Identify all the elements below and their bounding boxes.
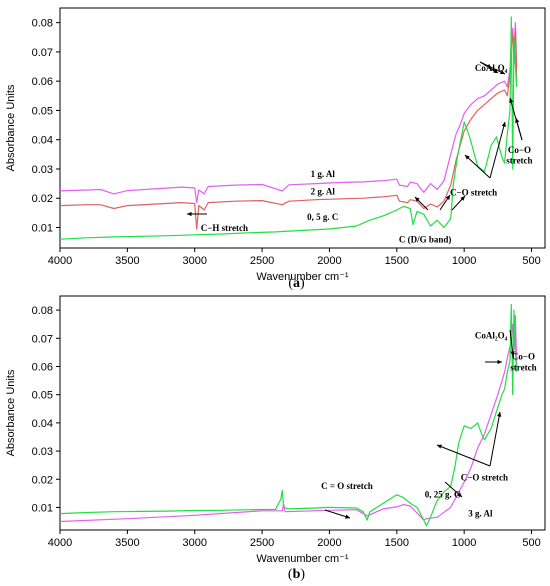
annotation-label: CoAl₂O₄ [475,330,508,340]
y-tick-label: 0.06 [32,76,53,88]
chart-panel-a: 4000 3500 3000 2500 2000 1500 1000 500 0.01 0.02 0… [5,7,546,291]
x-tick-label: 1500 [385,537,409,549]
annotation-label: 2 g. Al [311,187,336,197]
annotation-label: 3 g. Al [468,508,493,518]
series-line [59,16,518,240]
arrow-head [465,155,470,160]
annotation-label: C−H stretch [201,223,248,233]
plot-frame [59,7,546,249]
series-line [59,22,518,204]
annotation-label: 1 g. Al [311,169,336,179]
y-tick-label: 0.02 [32,193,53,205]
y-tick-label: 0.07 [32,47,53,59]
arrow-head [509,98,514,103]
x-axis-label: Wavenumber cm⁻¹ [256,271,349,283]
y-tick-label: 0.03 [32,164,53,176]
y-tick-label: 0.08 [32,305,53,317]
x-tick-label: 4000 [48,255,72,267]
annotation-arrow [489,411,501,467]
arrow-head [415,197,420,202]
arrow-head [493,68,498,73]
annotation-arrow [489,121,506,179]
y-tick-label: 0.06 [32,361,53,373]
y-tick-label: 0.08 [32,18,53,30]
y-tick-label: 0.01 [32,223,53,235]
y-tick-label: 0.07 [32,333,53,345]
y-tick-label: 0.05 [32,390,53,402]
x-tick-label: 3500 [115,537,139,549]
x-tick-label: 2000 [317,255,341,267]
plot-frame [59,295,546,531]
y-tick-label: 0.04 [32,418,53,430]
y-tick-label: 0.05 [32,105,53,117]
y-axis-label: Absorbance Units [5,369,17,456]
arrow-head [500,70,505,75]
annotation-label: C = O stretch [321,481,373,491]
x-axis-label: Wavenumber cm⁻¹ [256,553,349,565]
series-line [59,27,518,230]
arrow-head [445,195,450,200]
annotation-arrow [436,444,491,467]
y-tick-label: 0.03 [32,446,53,458]
x-tick-label: 2500 [250,255,274,267]
annotation-label: stretch [506,156,532,166]
panel-label: (a) [288,276,305,291]
y-axis-label: Absorbance Units [5,84,17,171]
arrow-head [501,122,506,127]
annotation-label: stretch [510,363,536,373]
y-tick-label: 0.04 [32,135,53,147]
x-tick-label: 1000 [452,537,476,549]
arrow-head [460,196,465,201]
x-tick-label: 3000 [182,255,206,267]
panel-label: (b) [288,567,305,582]
chart-panel-b: 4000 3500 3000 2500 2000 1500 1000 500 0.01 0.02 0… [5,295,546,582]
annotation-label: Co−O [508,145,531,155]
arrow-head [437,444,442,449]
x-tick-label: 1000 [452,255,476,267]
y-tick-label: 0.01 [32,502,53,514]
annotation-label: C−O stretch [450,187,497,197]
x-tick-label: 500 [522,255,540,267]
x-tick-label: 2500 [250,537,274,549]
x-tick-label: 2000 [317,537,341,549]
annotation-label: C (D/G band) [399,235,452,245]
arrow-head [497,412,502,417]
annotation-label: 0, 25 g. C [425,490,461,500]
arrow-head [345,514,350,519]
annotation-arrow [464,154,491,179]
arrow-head [515,118,520,123]
x-tick-label: 3000 [182,537,206,549]
annotation-label: C−O stretch [461,473,508,483]
annotation-label: Co−O [512,351,535,361]
x-tick-label: 4000 [48,537,72,549]
y-tick-label: 0.02 [32,474,53,486]
annotation-label: 0, 5 g. C [307,212,338,222]
x-tick-label: 500 [522,537,540,549]
x-tick-label: 3500 [115,255,139,267]
series-line [59,303,518,527]
arrow-head [187,211,192,217]
arrow-head [510,351,515,356]
arrow-head [497,359,502,365]
arrow-head [457,492,462,497]
x-tick-label: 1500 [385,255,409,267]
